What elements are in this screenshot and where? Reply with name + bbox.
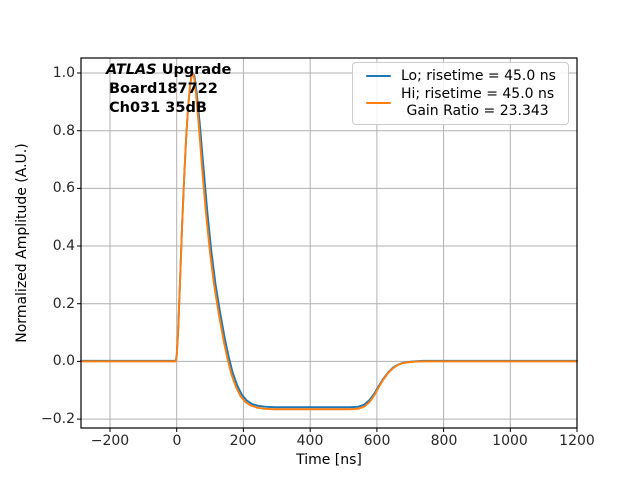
legend-line-sample-hi <box>366 101 391 105</box>
y-tick-label: 0.2 <box>52 296 75 312</box>
plot-annotation: ATLAS Upgrade Board187722 Ch031 35dB <box>106 61 231 118</box>
annotation-line-1: ATLAS Upgrade <box>106 61 231 80</box>
legend-label-hi-line1: Hi; risetime = 45.0 ns <box>401 86 555 102</box>
x-tick-label: 1000 <box>492 433 528 449</box>
x-tick-label: 1200 <box>559 433 595 449</box>
x-tick-label: 200 <box>229 433 257 449</box>
x-tick-label: 0 <box>172 433 182 449</box>
legend-entry-lo: Lo; risetime = 45.0 ns <box>366 68 560 84</box>
y-tick-label: 0.6 <box>52 180 75 196</box>
annotation-line-2: Board187722 <box>109 81 218 97</box>
y-axis-label: Normalized Amplitude (A.U.) <box>14 143 30 343</box>
legend-label-hi: Hi; risetime = 45.0 ns Gain Ratio = 23.3… <box>401 86 554 120</box>
axes-spines <box>80 57 578 429</box>
annotation-atlas: ATLAS <box>106 62 157 78</box>
annotation-upgrade: Upgrade <box>156 62 232 78</box>
legend-label-lo: Lo; risetime = 45.0 ns <box>401 68 556 84</box>
legend-line-sample-lo <box>366 74 391 78</box>
legend-entry-hi: Hi; risetime = 45.0 ns Gain Ratio = 23.3… <box>366 86 560 120</box>
legend-label-hi-line2: Gain Ratio = 23.343 <box>406 103 549 119</box>
x-tick-label: 800 <box>430 433 458 449</box>
x-tick-label: 600 <box>363 433 391 449</box>
y-tick-label: 0.0 <box>52 353 75 369</box>
series-curve-hi <box>80 72 578 411</box>
y-tick-label: 1.0 <box>52 65 75 81</box>
x-axis-label: Time [ns] <box>296 452 362 468</box>
y-tick-label: 0.8 <box>52 123 75 139</box>
y-tick-label: 0.4 <box>52 238 75 254</box>
y-tick-label: −0.2 <box>41 411 75 427</box>
legend: Lo; risetime = 45.0 ns Hi; risetime = 45… <box>352 62 569 125</box>
x-tick-label: −200 <box>90 433 130 449</box>
x-tick-label: 400 <box>296 433 324 449</box>
annotation-line-3: Ch031 35dB <box>109 100 207 116</box>
